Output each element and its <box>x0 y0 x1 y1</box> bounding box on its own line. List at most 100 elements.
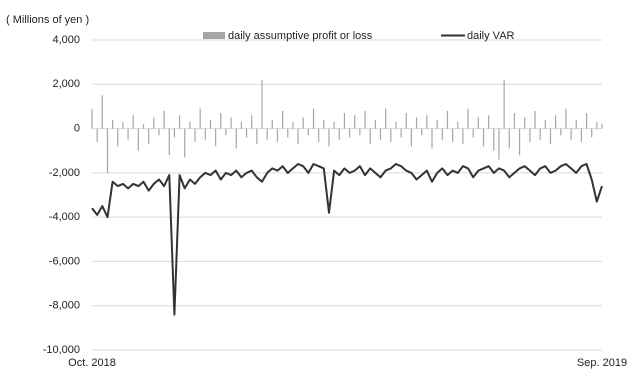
bar <box>508 128 510 149</box>
bar <box>591 128 593 138</box>
bar <box>199 108 201 129</box>
bar <box>215 128 217 147</box>
bar <box>318 128 320 142</box>
bar <box>395 121 397 129</box>
bar <box>297 128 299 145</box>
x-tick-label: Sep. 2019 <box>577 357 627 369</box>
bar <box>379 128 382 140</box>
bar <box>390 128 392 142</box>
y-tick-label: -4,000 <box>49 211 80 223</box>
bar <box>189 121 191 129</box>
bar <box>148 128 150 145</box>
bar <box>410 128 412 147</box>
y-tick-label: -6,000 <box>49 255 80 267</box>
bar <box>364 110 366 129</box>
bar <box>426 115 428 129</box>
bar <box>539 128 541 140</box>
bar <box>112 119 114 129</box>
bar <box>338 128 340 140</box>
bar <box>276 128 279 142</box>
bar <box>256 128 258 145</box>
bar <box>333 121 335 129</box>
bar <box>168 128 170 156</box>
y-tick-label: -10,000 <box>43 344 80 356</box>
bar <box>575 119 577 129</box>
bar <box>570 128 572 140</box>
bar <box>415 117 418 129</box>
bar <box>122 121 124 129</box>
legend-label: daily assumptive profit or loss <box>228 30 373 42</box>
legend-swatch <box>203 32 225 39</box>
bar <box>446 110 449 129</box>
bar <box>488 115 490 129</box>
legend-label: daily VAR <box>467 30 515 42</box>
bar <box>106 128 109 173</box>
bar <box>431 128 433 149</box>
bar <box>220 113 222 129</box>
bar <box>580 128 582 142</box>
bar <box>158 128 160 136</box>
bar <box>503 79 505 129</box>
bar <box>163 110 165 129</box>
bar <box>178 115 181 129</box>
bar <box>452 128 454 142</box>
bar <box>354 115 356 129</box>
y-tick-label: -8,000 <box>49 300 80 312</box>
bar <box>194 128 196 142</box>
bar <box>245 128 248 138</box>
bar <box>477 117 479 129</box>
bar <box>457 121 459 129</box>
bar <box>287 128 289 138</box>
bar <box>292 121 294 129</box>
bar <box>374 119 376 129</box>
bar <box>400 128 402 138</box>
x-tick-label: Oct. 2018 <box>68 357 116 369</box>
bar <box>271 119 273 129</box>
bar <box>405 113 407 129</box>
y-tick-label: 0 <box>74 122 80 134</box>
bar <box>560 128 562 136</box>
bar <box>225 128 227 136</box>
bar <box>359 128 361 136</box>
bar <box>184 128 186 158</box>
bar <box>421 128 423 136</box>
y-tick-label: -2,000 <box>49 167 80 179</box>
bar <box>544 119 546 129</box>
bar <box>513 113 516 129</box>
bar <box>565 108 567 129</box>
bar <box>251 115 253 129</box>
bar <box>555 115 557 129</box>
bar <box>302 117 304 129</box>
bar <box>307 128 309 136</box>
bar <box>173 128 176 138</box>
bar <box>153 117 155 129</box>
bar <box>524 117 526 129</box>
bar <box>472 128 474 138</box>
bar <box>482 128 485 147</box>
bar <box>235 128 237 149</box>
bar <box>282 110 284 129</box>
bar <box>91 108 93 129</box>
bar <box>240 121 242 129</box>
bar <box>127 128 129 140</box>
axis-unit-label: ( Millions of yen ) <box>6 14 89 26</box>
bar <box>101 95 103 129</box>
bar <box>601 124 603 129</box>
bar <box>137 128 139 151</box>
bar <box>436 119 438 129</box>
bar <box>266 128 268 140</box>
bar <box>328 128 330 147</box>
y-tick-label: 2,000 <box>52 78 80 90</box>
bar <box>467 108 469 129</box>
bar <box>323 119 325 129</box>
bar <box>518 128 521 156</box>
bar <box>348 128 351 138</box>
bar <box>369 128 371 145</box>
bar <box>343 113 346 129</box>
bar <box>441 128 443 140</box>
bar <box>204 128 206 140</box>
bar <box>549 128 552 145</box>
bar <box>142 124 145 129</box>
line <box>91 163 603 316</box>
